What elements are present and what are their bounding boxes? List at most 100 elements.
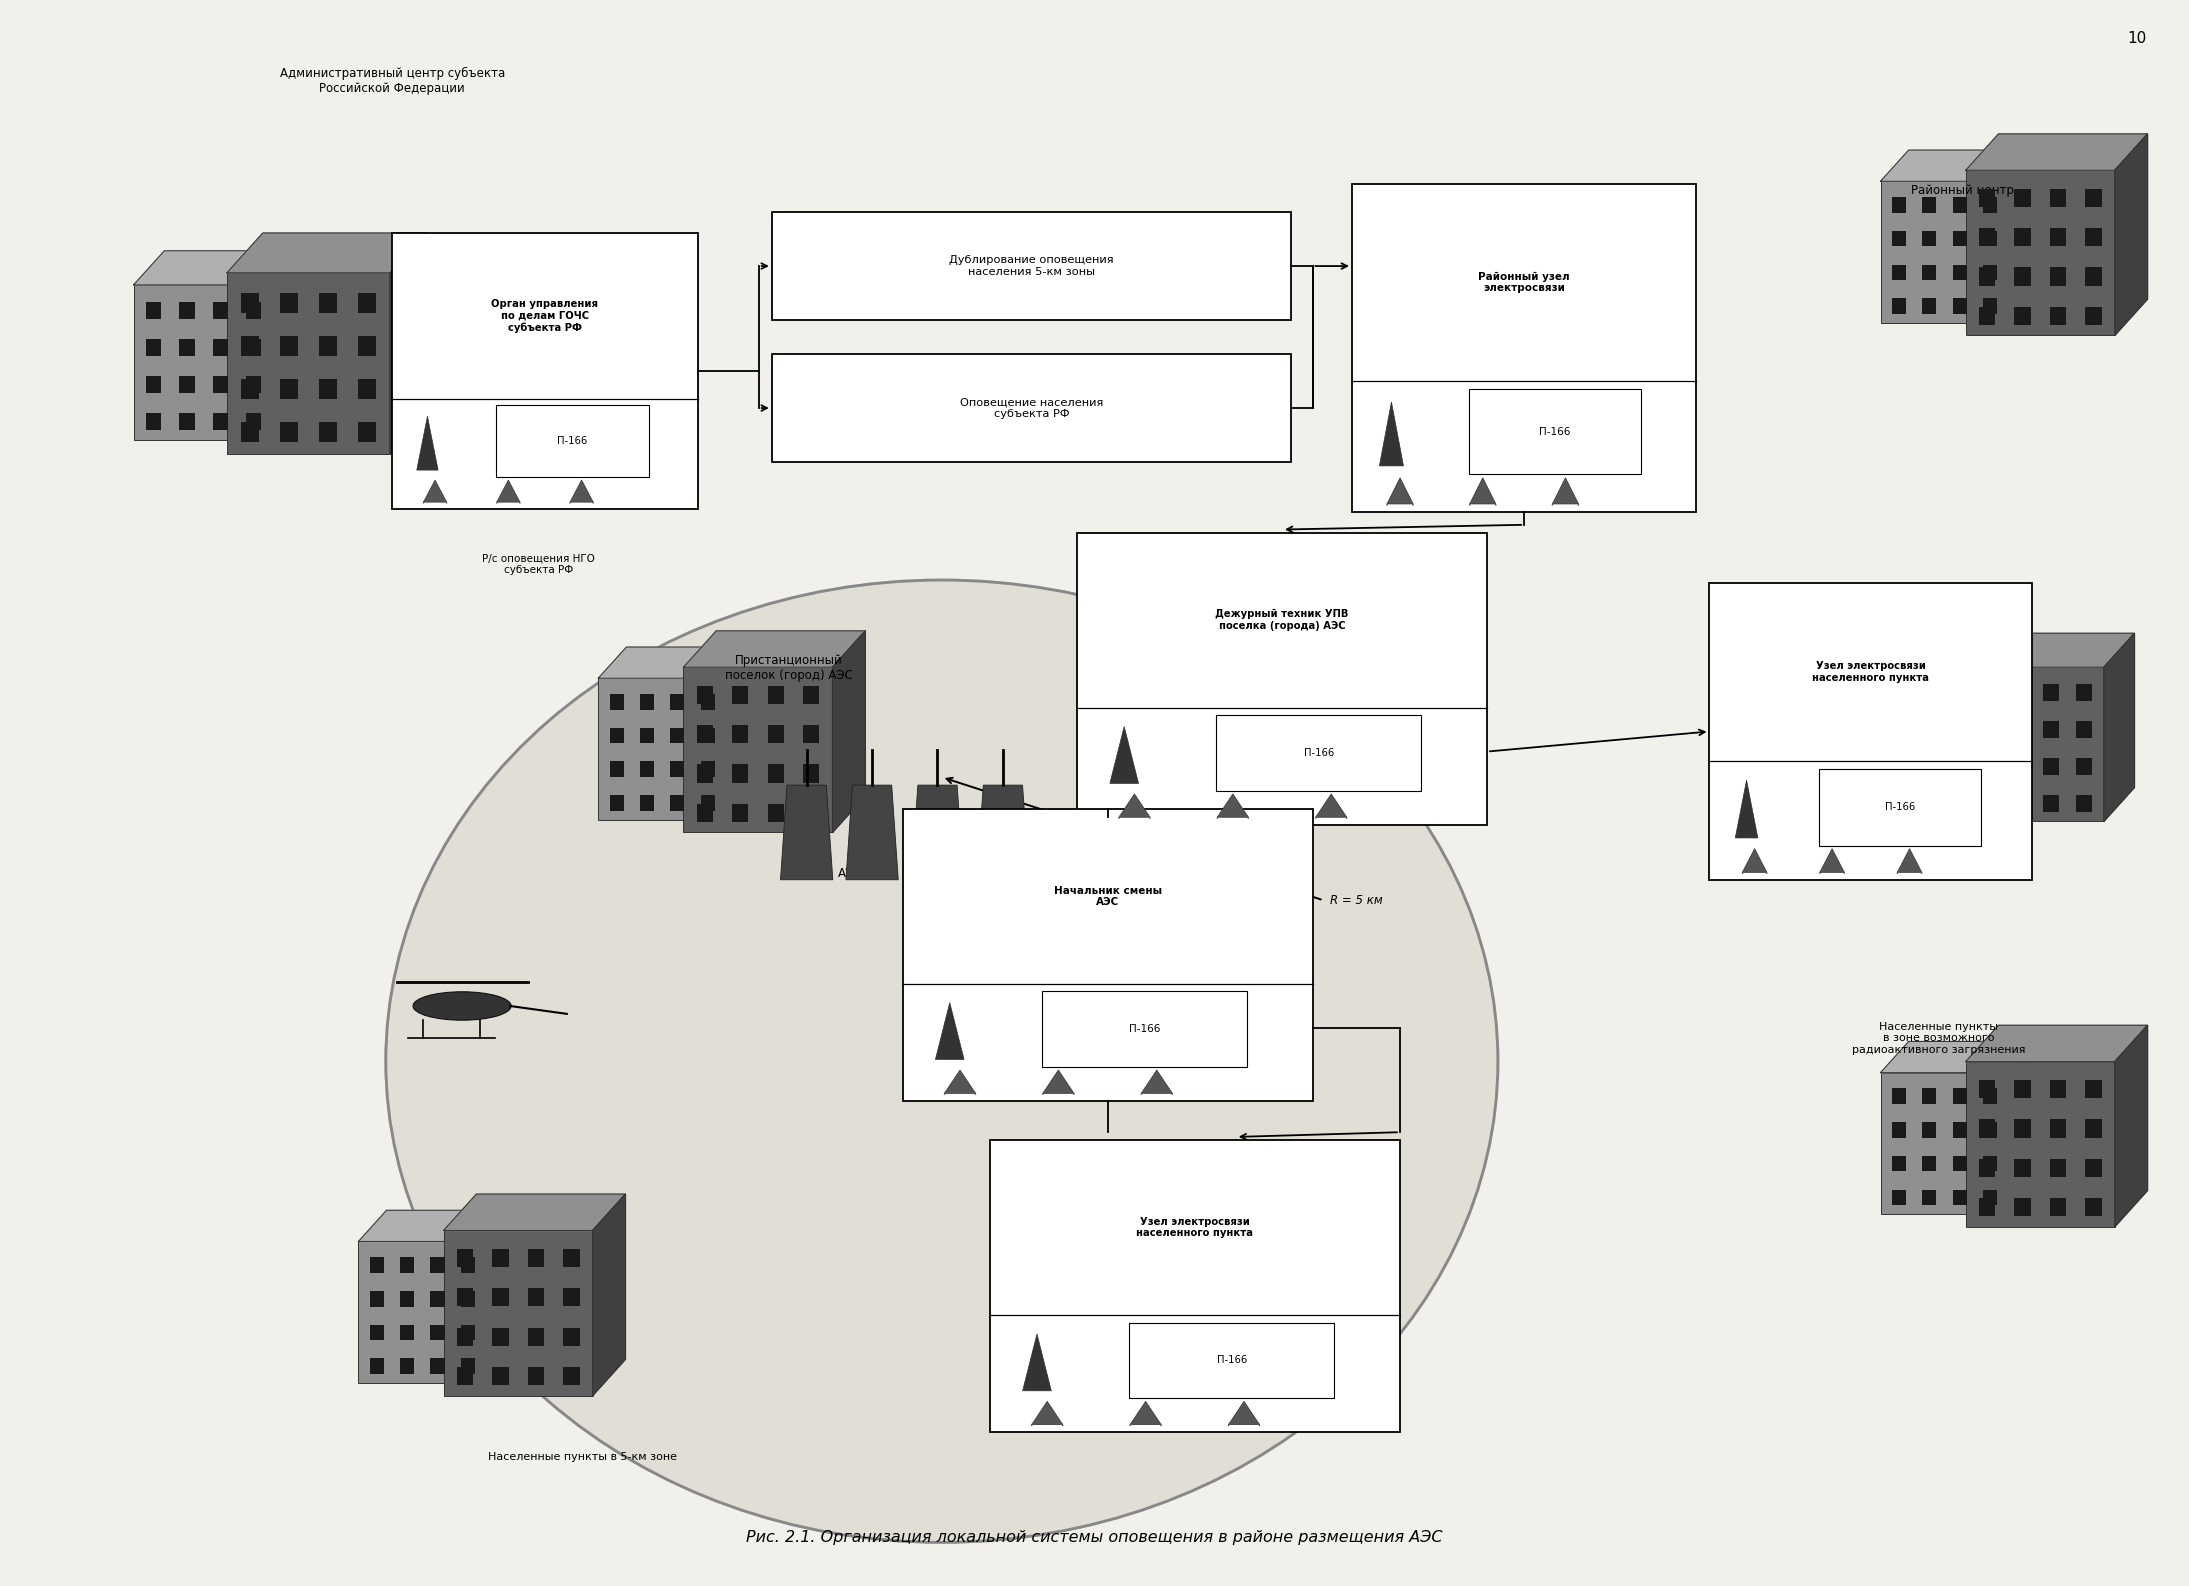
Bar xyxy=(147,339,162,357)
Text: R = 5 км: R = 5 км xyxy=(1331,895,1383,907)
Bar xyxy=(212,376,228,393)
Bar xyxy=(1981,691,1994,707)
Ellipse shape xyxy=(385,580,1497,1543)
Text: Рис. 2.1. Организация локальной системы оповещения в районе размещения АЭС: Рис. 2.1. Организация локальной системы … xyxy=(746,1530,1443,1545)
Bar xyxy=(1891,1088,1907,1104)
Bar xyxy=(431,1258,444,1274)
Polygon shape xyxy=(2007,1042,2036,1215)
Bar xyxy=(2086,1197,2101,1216)
Bar xyxy=(2014,1080,2031,1098)
Polygon shape xyxy=(1885,649,2031,677)
Bar xyxy=(1981,787,1994,801)
Bar xyxy=(609,795,624,810)
Bar xyxy=(1469,389,1642,474)
Bar xyxy=(1880,1072,2007,1215)
Polygon shape xyxy=(2115,133,2147,336)
Bar xyxy=(241,336,258,355)
Bar xyxy=(1983,232,1996,246)
Bar xyxy=(2086,1159,2101,1177)
Polygon shape xyxy=(1022,1334,1051,1391)
Bar xyxy=(2077,758,2093,776)
Bar xyxy=(401,1258,414,1274)
Bar xyxy=(902,809,1313,1101)
Bar xyxy=(803,725,819,744)
Bar xyxy=(700,761,716,777)
Bar xyxy=(493,1367,508,1385)
Bar xyxy=(609,761,624,777)
Bar xyxy=(2014,1120,2031,1137)
Bar xyxy=(179,339,195,357)
Bar xyxy=(2049,189,2066,206)
Bar xyxy=(1953,265,1966,281)
Bar xyxy=(179,376,195,393)
Bar xyxy=(700,795,716,810)
Bar xyxy=(458,1288,473,1307)
Text: П-166: П-166 xyxy=(558,436,587,446)
Polygon shape xyxy=(911,785,963,880)
Bar xyxy=(245,303,260,319)
Bar xyxy=(803,685,819,704)
Bar xyxy=(493,1288,508,1307)
Polygon shape xyxy=(593,1194,626,1396)
Bar xyxy=(1896,755,1909,769)
Polygon shape xyxy=(598,647,755,679)
Bar xyxy=(1966,170,2115,336)
Polygon shape xyxy=(416,416,438,469)
Text: Районный центр: Районный центр xyxy=(1911,184,2014,197)
Bar xyxy=(1896,723,1909,737)
Text: Районный узел
электросвязи: Районный узел электросвязи xyxy=(1478,271,1570,293)
Bar xyxy=(320,422,337,442)
Bar xyxy=(462,1258,475,1274)
Bar xyxy=(1819,769,1981,845)
Text: П-166: П-166 xyxy=(1305,749,1333,758)
Bar xyxy=(245,339,260,357)
Bar xyxy=(1979,1120,1994,1137)
Bar xyxy=(1977,685,1992,701)
Bar xyxy=(179,303,195,319)
Bar xyxy=(462,1359,475,1373)
Bar xyxy=(2010,722,2025,737)
Bar xyxy=(803,764,819,782)
Polygon shape xyxy=(1966,633,2134,668)
Bar xyxy=(1922,1190,1937,1205)
Bar xyxy=(2049,1120,2066,1137)
Polygon shape xyxy=(359,1210,514,1242)
Bar xyxy=(1924,787,1937,801)
Bar xyxy=(1922,298,1937,314)
Bar xyxy=(431,1359,444,1373)
Bar xyxy=(357,422,377,442)
Polygon shape xyxy=(1316,795,1346,817)
Bar xyxy=(392,233,698,509)
Bar xyxy=(1966,668,2104,822)
Bar xyxy=(731,764,749,782)
Bar xyxy=(2049,1159,2066,1177)
Polygon shape xyxy=(943,1071,976,1093)
Bar xyxy=(2014,228,2031,246)
Polygon shape xyxy=(228,233,427,273)
Bar xyxy=(1979,268,1994,285)
Bar xyxy=(2049,228,2066,246)
Bar xyxy=(1983,1088,1996,1104)
Text: АЭС: АЭС xyxy=(838,868,862,880)
Bar xyxy=(2086,1080,2101,1098)
Polygon shape xyxy=(781,785,832,880)
Bar xyxy=(528,1367,545,1385)
Bar xyxy=(1042,991,1248,1067)
Bar xyxy=(458,1327,473,1347)
Bar xyxy=(1983,265,1996,281)
Bar xyxy=(1891,298,1907,314)
Bar xyxy=(280,293,298,312)
Bar xyxy=(1896,787,1909,801)
Bar xyxy=(1891,1123,1907,1137)
Bar xyxy=(696,764,714,782)
Bar xyxy=(1953,1088,1966,1104)
Bar xyxy=(1977,758,1992,776)
Bar xyxy=(528,1248,545,1267)
Polygon shape xyxy=(1966,1025,2147,1061)
Bar xyxy=(1953,1190,1966,1205)
Bar xyxy=(670,728,685,744)
Polygon shape xyxy=(1742,849,1767,872)
Text: П-166: П-166 xyxy=(1539,427,1572,436)
Bar xyxy=(639,728,655,744)
Bar xyxy=(609,728,624,744)
